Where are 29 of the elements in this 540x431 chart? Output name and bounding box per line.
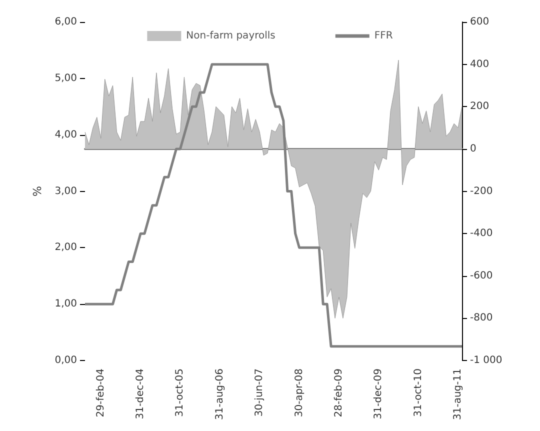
x-tick-label: 30-jun-07 <box>254 368 266 417</box>
y2-tick-label: -600 <box>470 270 493 282</box>
y-tick-label: 0,00 <box>54 355 77 366</box>
x-tick-label: 29-feb-04 <box>95 368 106 418</box>
y-tick-label: 4,00 <box>54 129 77 140</box>
y-tick-label: 2,00 <box>54 242 77 254</box>
y-axis-title: % <box>31 186 44 196</box>
x-tick-label: 31-dec-04 <box>135 368 146 420</box>
x-tick-label: 31-aug-06 <box>214 368 226 420</box>
x-tick-label: 28-feb-09 <box>333 368 344 418</box>
y-tick-label: 3,00 <box>54 186 77 197</box>
x-tick-label: 31-dec-09 <box>373 368 384 420</box>
y-tick-label: 1,00 <box>54 298 77 310</box>
y2-tick-label: -1 000 <box>470 355 502 366</box>
legend-label: Non-farm payrolls <box>186 30 276 42</box>
y2-tick-label: -800 <box>470 312 493 324</box>
y2-tick-label: -200 <box>470 186 493 197</box>
y-tick-label: 5,00 <box>54 72 77 84</box>
x-tick-label: 31-oct-10 <box>412 368 424 417</box>
y2-tick-label: 200 <box>470 101 490 112</box>
y2-tick-label: 600 <box>470 16 490 28</box>
y2-tick-label: 400 <box>470 58 490 70</box>
y2-tick-label: 0 <box>470 143 476 154</box>
x-tick-label: 31-oct-05 <box>174 368 186 417</box>
x-tick-label: 30-apr-08 <box>294 368 305 418</box>
y2-tick-label: -400 <box>470 228 493 240</box>
y-tick-label: 6,00 <box>54 16 77 28</box>
x-tick-label: 31-aug-11 <box>452 368 464 420</box>
legend-label: FFR <box>374 30 393 42</box>
